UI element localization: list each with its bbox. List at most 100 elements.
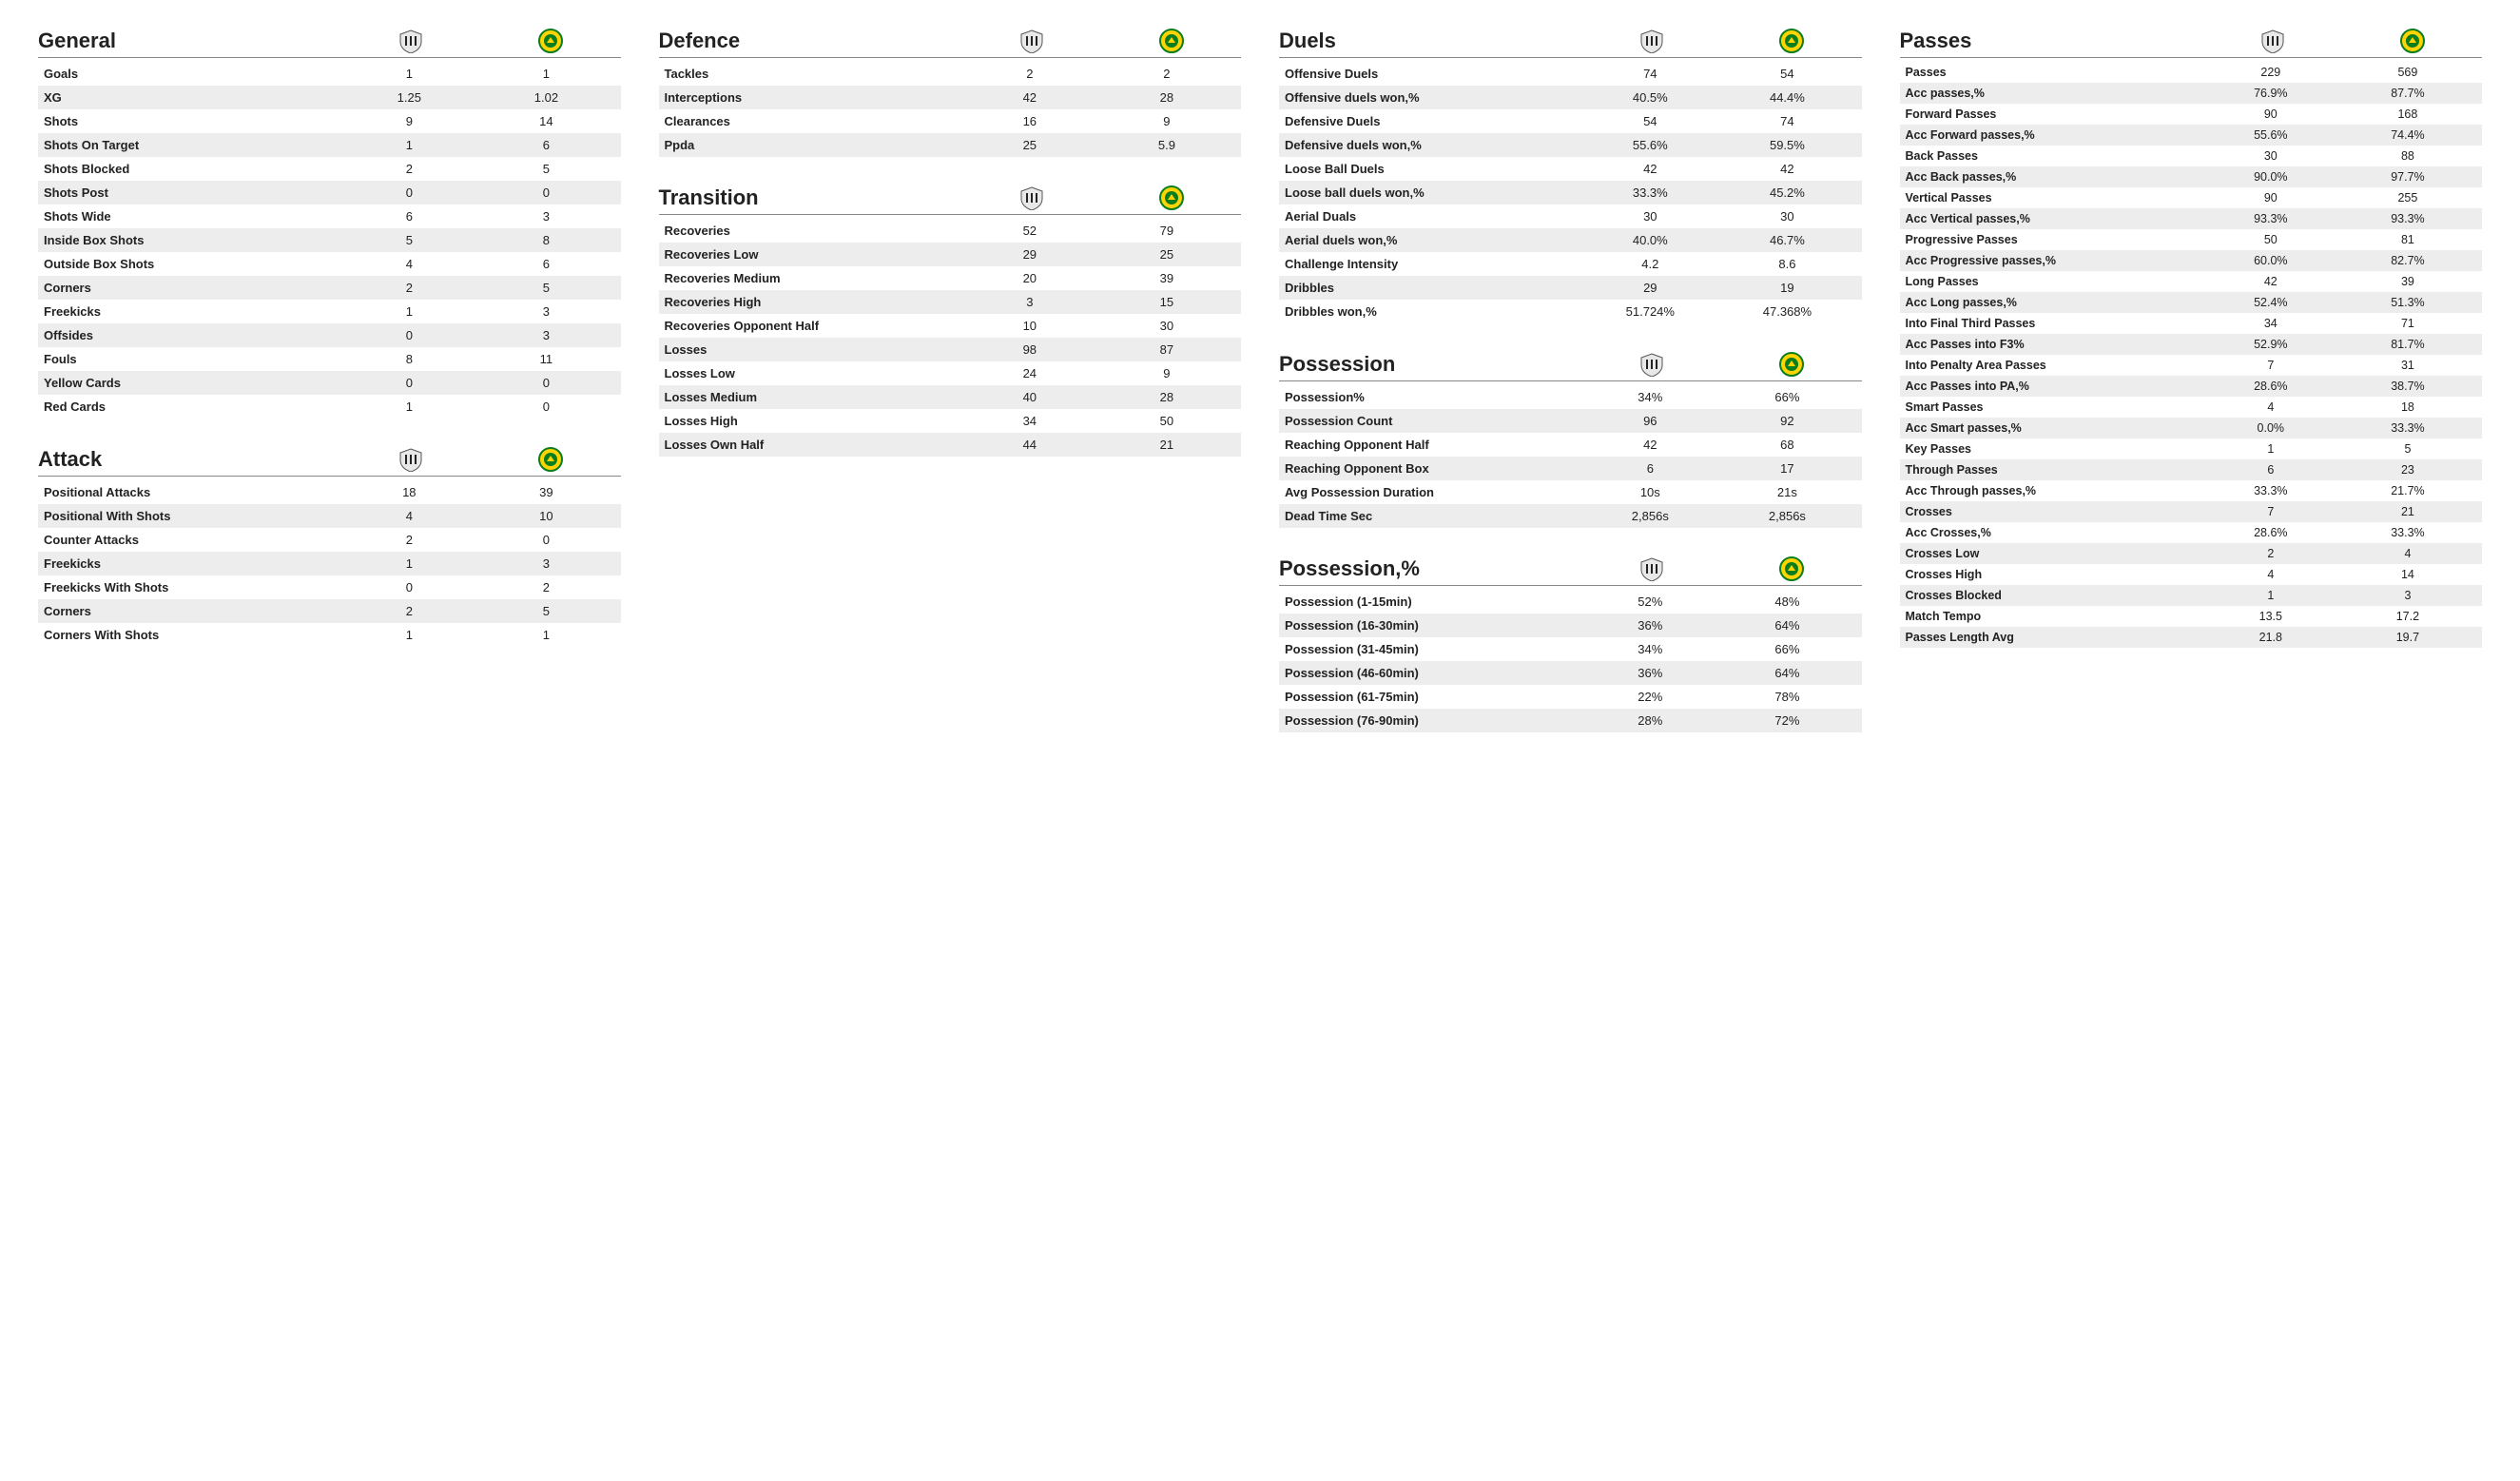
stat-row: Offensive Duels7454 xyxy=(1279,62,1862,86)
stat-value-team-b: 11 xyxy=(477,352,614,366)
stat-value-team-a: 50 xyxy=(2202,233,2339,246)
col-4: PassesPasses229569Acc passes,%76.9%87.7%… xyxy=(1900,29,2483,676)
stat-label: Defensive Duels xyxy=(1285,114,1581,128)
section: AttackPositional Attacks1839Positional W… xyxy=(38,447,621,647)
stat-row: Losses Own Half4421 xyxy=(659,433,1242,457)
stat-value-team-a: 1 xyxy=(340,399,477,414)
team-a-crest-icon xyxy=(1582,29,1722,53)
stat-row: Acc Back passes,%90.0%97.7% xyxy=(1900,166,2483,187)
stat-label: XG xyxy=(44,90,340,105)
stat-value-team-a: 52.9% xyxy=(2202,338,2339,351)
stat-row: Acc Long passes,%52.4%51.3% xyxy=(1900,292,2483,313)
team-b-crest-icon xyxy=(1722,352,1862,377)
stat-row: Acc Through passes,%33.3%21.7% xyxy=(1900,480,2483,501)
stat-value-team-b: 72% xyxy=(1718,713,1855,728)
stat-label: Acc Forward passes,% xyxy=(1906,128,2202,142)
stat-value-team-b: 66% xyxy=(1718,642,1855,656)
stat-row: Interceptions4228 xyxy=(659,86,1242,109)
stat-value-team-a: 21.8 xyxy=(2202,631,2339,644)
stat-value-team-a: 6 xyxy=(1581,461,1718,476)
stat-value-team-a: 34% xyxy=(1581,642,1718,656)
stat-label: Fouls xyxy=(44,352,340,366)
stat-row: Possession (61-75min)22%78% xyxy=(1279,685,1862,709)
stat-value-team-a: 6 xyxy=(340,209,477,224)
stat-label: Passes xyxy=(1906,66,2202,79)
stat-value-team-a: 25 xyxy=(961,138,1098,152)
stat-row: Into Final Third Passes3471 xyxy=(1900,313,2483,334)
stat-label: Crosses Blocked xyxy=(1906,589,2202,602)
section-title: Defence xyxy=(659,29,962,53)
stat-value-team-b: 3 xyxy=(477,328,614,342)
stat-value-team-b: 21 xyxy=(2339,505,2476,518)
stat-value-team-a: 96 xyxy=(1581,414,1718,428)
stat-label: Counter Attacks xyxy=(44,533,340,547)
stat-value-team-b: 19 xyxy=(1718,281,1855,295)
stat-row: Possession (16-30min)36%64% xyxy=(1279,614,1862,637)
section: TransitionRecoveries5279Recoveries Low29… xyxy=(659,185,1242,457)
stat-value-team-a: 0 xyxy=(340,376,477,390)
section-title: General xyxy=(38,29,341,53)
stat-value-team-b: 2,856s xyxy=(1718,509,1855,523)
stat-row: Counter Attacks20 xyxy=(38,528,621,552)
stat-value-team-b: 19.7 xyxy=(2339,631,2476,644)
stat-value-team-b: 3 xyxy=(477,209,614,224)
stat-label: Acc Smart passes,% xyxy=(1906,421,2202,435)
stat-row: Recoveries Opponent Half1030 xyxy=(659,314,1242,338)
stat-value-team-b: 3 xyxy=(477,304,614,319)
stat-value-team-a: 98 xyxy=(961,342,1098,357)
stat-label: Shots Wide xyxy=(44,209,340,224)
stat-value-team-a: 74 xyxy=(1581,67,1718,81)
stat-value-team-a: 7 xyxy=(2202,359,2339,372)
stat-row: Possession (46-60min)36%64% xyxy=(1279,661,1862,685)
stat-value-team-a: 40.0% xyxy=(1581,233,1718,247)
stat-value-team-a: 2,856s xyxy=(1581,509,1718,523)
stat-value-team-a: 29 xyxy=(1581,281,1718,295)
stat-label: Acc Long passes,% xyxy=(1906,296,2202,309)
stat-value-team-a: 7 xyxy=(2202,505,2339,518)
stat-value-team-a: 42 xyxy=(2202,275,2339,288)
stat-label: Acc Back passes,% xyxy=(1906,170,2202,184)
stat-value-team-a: 40.5% xyxy=(1581,90,1718,105)
stat-row: Forward Passes90168 xyxy=(1900,104,2483,125)
section-header: Duels xyxy=(1279,29,1862,58)
stat-value-team-a: 90 xyxy=(2202,191,2339,205)
stat-value-team-b: 1 xyxy=(477,67,614,81)
col-1: GeneralGoals11XG1.251.02Shots914Shots On… xyxy=(38,29,621,675)
stat-value-team-a: 1 xyxy=(340,628,477,642)
stat-value-team-a: 52% xyxy=(1581,594,1718,609)
stat-row: Possession (31-45min)34%66% xyxy=(1279,637,1862,661)
stat-value-team-a: 3 xyxy=(961,295,1098,309)
stat-value-team-b: 74.4% xyxy=(2339,128,2476,142)
stat-label: Losses Medium xyxy=(665,390,961,404)
stat-value-team-b: 2 xyxy=(477,580,614,594)
stat-row: Possession (76-90min)28%72% xyxy=(1279,709,1862,732)
stat-value-team-a: 2 xyxy=(340,281,477,295)
stat-row: Corners With Shots11 xyxy=(38,623,621,647)
section-title: Duels xyxy=(1279,29,1582,53)
stat-label: Reaching Opponent Box xyxy=(1285,461,1581,476)
stat-value-team-b: 5 xyxy=(477,604,614,618)
stat-label: Losses Low xyxy=(665,366,961,380)
stat-label: Crosses High xyxy=(1906,568,2202,581)
stat-label: Acc Progressive passes,% xyxy=(1906,254,2202,267)
stat-value-team-a: 0 xyxy=(340,328,477,342)
stat-row: Reaching Opponent Box617 xyxy=(1279,457,1862,480)
stat-row: Dribbles won,%51.724%47.368% xyxy=(1279,300,1862,323)
stat-label: Shots Post xyxy=(44,185,340,200)
stat-value-team-b: 28 xyxy=(1098,390,1235,404)
section-header: Attack xyxy=(38,447,621,477)
stat-row: Avg Possession Duration10s21s xyxy=(1279,480,1862,504)
stat-label: Tackles xyxy=(665,67,961,81)
stat-value-team-b: 44.4% xyxy=(1718,90,1855,105)
stat-value-team-a: 1 xyxy=(340,67,477,81)
stat-value-team-b: 59.5% xyxy=(1718,138,1855,152)
stat-label: Acc Passes into PA,% xyxy=(1906,380,2202,393)
stat-value-team-b: 66% xyxy=(1718,390,1855,404)
stat-row: Loose Ball Duels4242 xyxy=(1279,157,1862,181)
stat-label: Freekicks xyxy=(44,304,340,319)
section: DuelsOffensive Duels7454Offensive duels … xyxy=(1279,29,1862,323)
stat-value-team-a: 18 xyxy=(340,485,477,499)
section: PossessionPossession%34%66%Possession Co… xyxy=(1279,352,1862,528)
stat-row: Freekicks13 xyxy=(38,552,621,575)
stat-label: Losses Own Half xyxy=(665,438,961,452)
